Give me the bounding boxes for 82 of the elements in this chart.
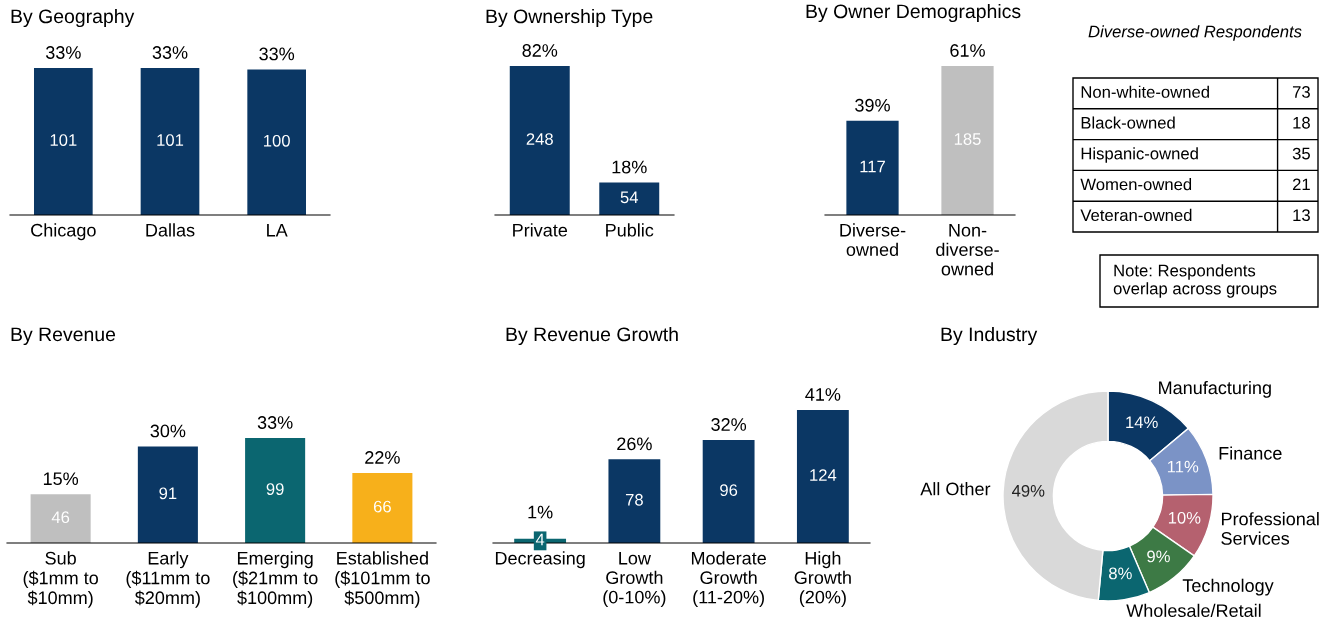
slice-label: Finance bbox=[1219, 446, 1282, 460]
slice-label: Technology bbox=[1182, 578, 1274, 596]
annotation: 61% bbox=[950, 44, 985, 57]
data-label: 66 bbox=[373, 500, 391, 513]
data-label: 73 bbox=[1292, 86, 1310, 98]
data-label: 9% bbox=[1147, 550, 1170, 563]
bar bbox=[702, 440, 755, 543]
x-tick-label: LA bbox=[267, 224, 288, 237]
annotation: 33% bbox=[257, 416, 293, 429]
chart-title: By Geography bbox=[11, 8, 135, 28]
data-label: 8% bbox=[1109, 567, 1132, 580]
x-tick-label: Public bbox=[606, 223, 654, 237]
chart-title: By Ownership Type bbox=[486, 8, 653, 28]
x-tick-label: Chicago bbox=[31, 223, 96, 241]
data-label: 124 bbox=[810, 469, 837, 481]
annotation: 15% bbox=[43, 472, 79, 486]
annotation: 30% bbox=[150, 424, 186, 438]
data-label: 185 bbox=[954, 133, 981, 145]
annotation: 22% bbox=[365, 451, 400, 464]
chart-title: By Revenue bbox=[11, 327, 116, 346]
data-label: 4 bbox=[535, 533, 545, 546]
slice-label: Wholesale/Retail bbox=[1126, 603, 1261, 618]
chart-title: By Industry bbox=[941, 326, 1038, 346]
bar bbox=[30, 494, 91, 543]
category-label: Black-owned bbox=[1081, 116, 1175, 129]
annotation: 33% bbox=[259, 47, 295, 61]
bar bbox=[608, 459, 661, 543]
annotation: 18% bbox=[612, 160, 647, 174]
x-tick-label: Decreasing bbox=[495, 551, 585, 569]
annotation: 33% bbox=[152, 46, 188, 59]
data-label: 14% bbox=[1126, 416, 1158, 429]
data-label: 18 bbox=[1293, 116, 1310, 129]
x-tick-label: Early ($11mm to $20mm) bbox=[126, 551, 210, 608]
data-label: 49% bbox=[1011, 484, 1045, 497]
category-label: Women-owned bbox=[1080, 178, 1192, 191]
slice-label: All Other bbox=[920, 482, 991, 496]
data-label: 100 bbox=[264, 134, 290, 147]
annotation: 1% bbox=[528, 505, 553, 519]
x-tick-label: High Growth (20%) bbox=[794, 551, 851, 608]
data-label: 13 bbox=[1293, 209, 1310, 222]
annotation: 39% bbox=[855, 98, 890, 112]
x-tick-label: Moderate Growth (11-20%) bbox=[691, 551, 766, 608]
data-label: 117 bbox=[860, 160, 885, 173]
data-label: 101 bbox=[50, 134, 77, 146]
x-tick-label: Sub ($1mm to $10mm) bbox=[23, 551, 98, 608]
annotation: 41% bbox=[805, 388, 841, 401]
text: Diverse-owned Respondents bbox=[1088, 25, 1302, 41]
category-label: Veteran-owned bbox=[1080, 208, 1192, 222]
annotation: 32% bbox=[711, 418, 747, 431]
slice-label: Professional Services bbox=[1221, 512, 1319, 545]
category-label: Non-white-owned bbox=[1081, 85, 1209, 98]
x-tick-label: Non- diverse- owned bbox=[936, 224, 999, 276]
data-label: 78 bbox=[625, 493, 643, 506]
x-tick-label: Dallas bbox=[146, 223, 195, 237]
slice-label: Manufacturing bbox=[1159, 380, 1271, 398]
data-label: 248 bbox=[526, 133, 553, 145]
x-tick-label: Emerging ($21mm to $100mm) bbox=[233, 551, 318, 608]
x-tick-label: Established ($101mm to $500mm) bbox=[335, 551, 430, 608]
data-label: 101 bbox=[157, 134, 184, 146]
bar bbox=[796, 410, 849, 543]
data-label: 46 bbox=[51, 511, 70, 524]
data-label: 35 bbox=[1292, 147, 1310, 160]
annotation: 33% bbox=[45, 46, 81, 59]
data-label: 10% bbox=[1168, 511, 1201, 524]
annotation: 82% bbox=[522, 44, 558, 57]
data-label: 99 bbox=[266, 483, 284, 495]
annotation: 26% bbox=[617, 437, 652, 451]
x-tick-label: Low Growth (0-10%) bbox=[603, 552, 666, 608]
bar bbox=[352, 473, 413, 543]
data-label: 11% bbox=[1167, 460, 1199, 473]
chart-title: By Revenue Growth bbox=[506, 326, 678, 346]
bar bbox=[137, 446, 198, 543]
x-tick-label: Diverse- owned bbox=[840, 223, 906, 257]
x-tick-label: Private bbox=[513, 223, 568, 237]
data-label: 96 bbox=[720, 484, 738, 496]
data-label: 54 bbox=[620, 191, 639, 204]
chart-title: By Owner Demographics bbox=[806, 3, 1021, 23]
category-label: Hispanic-owned bbox=[1081, 147, 1198, 163]
data-label: 91 bbox=[159, 487, 177, 500]
data-label: 21 bbox=[1292, 178, 1310, 191]
bar bbox=[245, 438, 306, 543]
text: Note: Respondents overlap across groups bbox=[1113, 264, 1277, 298]
